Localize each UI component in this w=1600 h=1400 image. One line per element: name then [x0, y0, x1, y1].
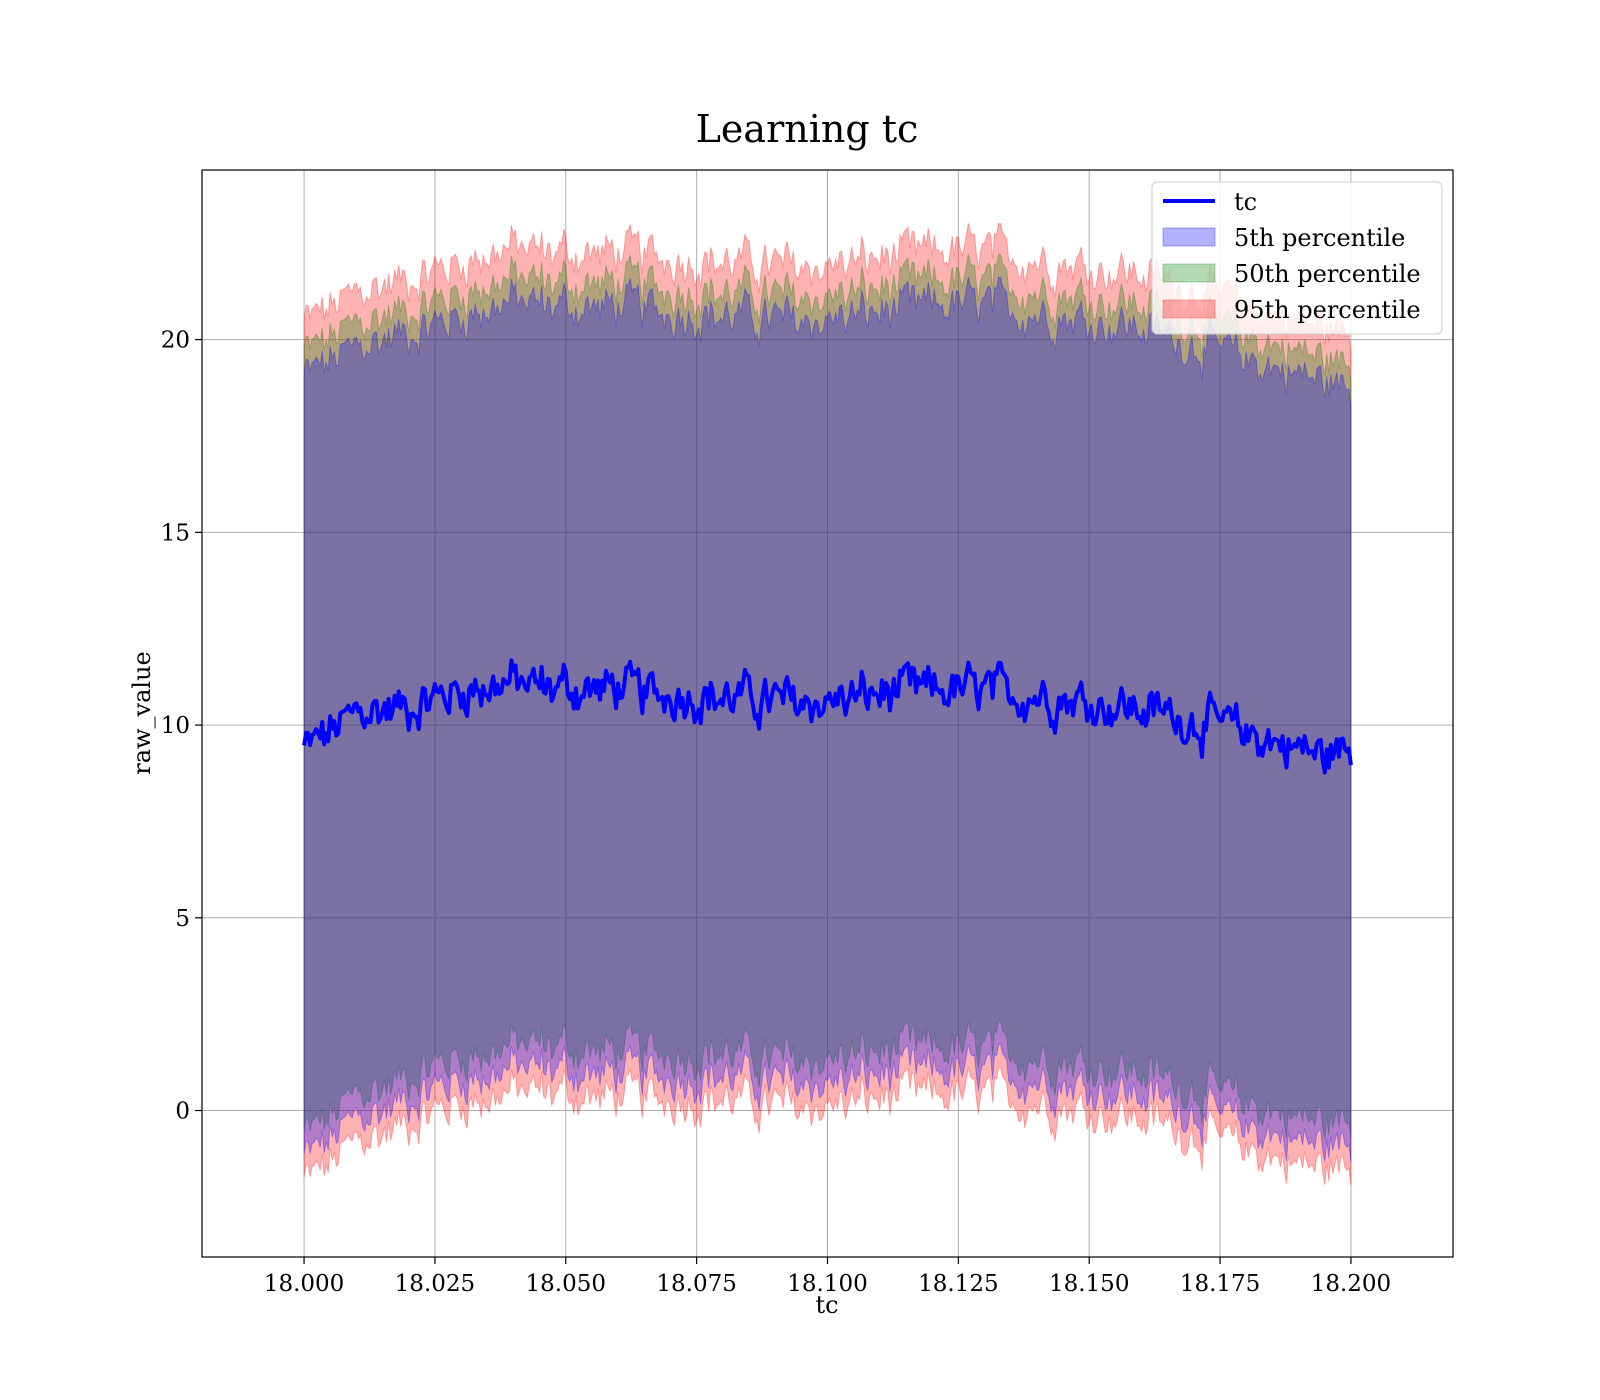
legend-swatch-5th [1162, 227, 1216, 247]
x-tick-label: 18.000 [264, 1271, 344, 1297]
legend-label-50th: 50th percentile [1234, 260, 1421, 288]
tc-line-layer [302, 658, 1353, 775]
band-5th-percentile [303, 276, 1352, 1163]
x-tick-label: 18.175 [1180, 1271, 1260, 1297]
legend-swatch-95th [1162, 299, 1216, 319]
legend-label-tc: tc [1234, 188, 1257, 216]
legend-label-95th: 95th percentile [1234, 296, 1421, 324]
x-tick-label: 18.150 [1049, 1271, 1129, 1297]
y-tick-label: 20 [161, 328, 190, 354]
x-tick-label: 18.050 [526, 1271, 606, 1297]
x-tick-label: 18.100 [787, 1271, 867, 1297]
chart-title: Learning tc [696, 107, 919, 151]
legend-label-5th: 5th percentile [1234, 224, 1405, 252]
ticks: 18.000 18.025 18.050 18.075 18.100 18.125 18.1… [161, 328, 1391, 1297]
x-tick-label: 18.200 [1311, 1271, 1391, 1297]
legend-frame [1151, 181, 1443, 335]
y-tick-label: 5 [175, 906, 190, 932]
y-axis-label: raw_value [128, 651, 156, 775]
y-tick-label: 15 [161, 520, 190, 546]
y-tick-label: 0 [175, 1099, 190, 1125]
y-tick-label: 10 [161, 713, 190, 739]
band-95th-percentile [303, 223, 1352, 1186]
x-tick-label: 18.125 [918, 1271, 998, 1297]
legend-swatch-50th [1162, 263, 1216, 283]
series-line-tc [302, 658, 1353, 775]
x-tick-label: 18.075 [656, 1271, 736, 1297]
x-axis-label: tc [815, 1291, 838, 1319]
legend: tc 5th percentile 50th percentile 95th p… [1151, 181, 1443, 335]
x-tick-label: 18.025 [395, 1271, 475, 1297]
